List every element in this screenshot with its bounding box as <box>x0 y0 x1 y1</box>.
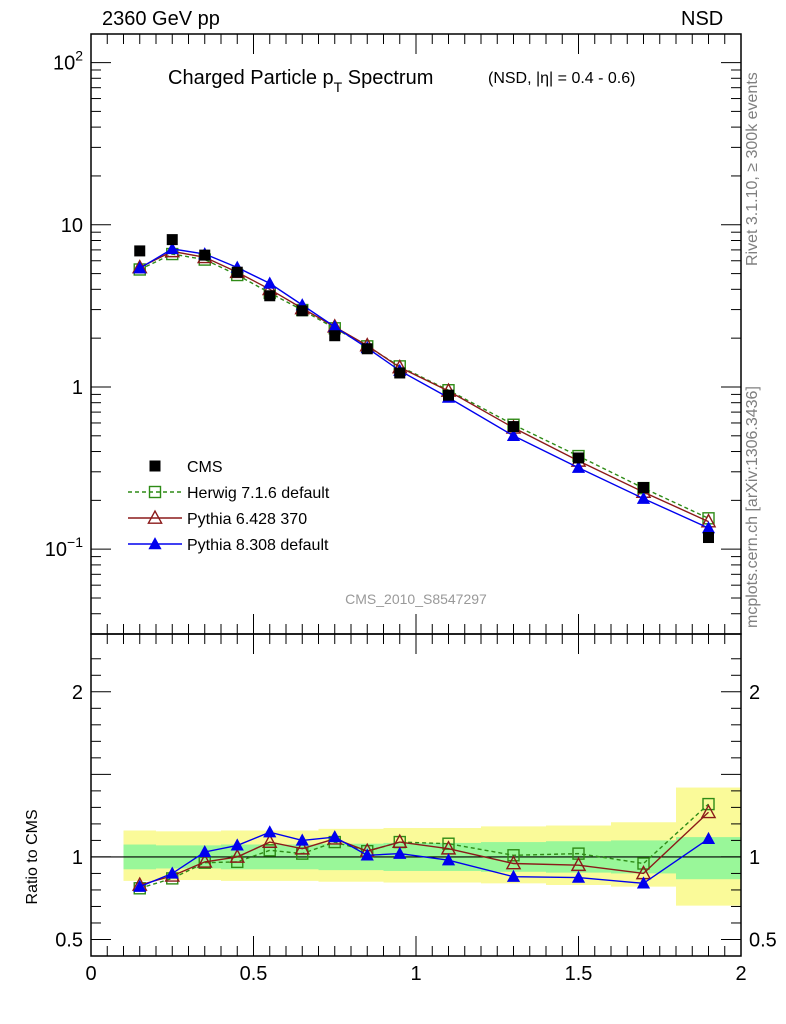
ratio-y-tick-label: 1 <box>72 847 83 869</box>
y-tick-label: 102 <box>53 48 83 75</box>
data-point <box>149 460 161 472</box>
data-point <box>573 452 584 464</box>
ratio-y-axis-label: Ratio to CMS <box>24 809 41 904</box>
legend-entry: Herwig 7.1.6 default <box>128 485 330 502</box>
legend-entry: Pythia 8.308 default <box>128 537 329 554</box>
data-point <box>231 266 243 278</box>
axis-ticks <box>90 34 742 956</box>
legend: CMS Herwig 7.1.6 default Pythia 6.428 370 P… <box>128 459 330 554</box>
data-point <box>198 845 212 858</box>
series-pythia8-ratio <box>133 825 716 892</box>
data-point <box>507 849 520 862</box>
data-point <box>295 833 309 846</box>
data-point <box>329 330 341 342</box>
data-point <box>443 389 454 401</box>
legend-entry: Pythia 6.428 370 <box>128 509 307 528</box>
data-point <box>134 245 146 257</box>
data-point <box>165 866 179 879</box>
process-label: NSD <box>681 8 724 30</box>
chart-title: Charged Particle pT Spectrum <box>168 67 433 95</box>
y-tick-label: 1 <box>72 377 83 399</box>
data-point <box>636 876 651 889</box>
data-point <box>133 261 147 274</box>
data-point <box>296 305 308 317</box>
series-data <box>134 234 714 544</box>
data-point <box>701 521 716 534</box>
legend-label: Pythia 8.308 default <box>187 537 329 554</box>
data-point <box>165 241 179 255</box>
data-point <box>571 870 586 883</box>
x-tick-label: 1 <box>410 963 421 985</box>
series-herwig <box>133 247 715 525</box>
data-point <box>703 532 714 544</box>
data-point <box>230 838 244 851</box>
ratio-y-tick-label-right: 0.5 <box>749 929 777 951</box>
legend-label: CMS <box>187 459 223 476</box>
data-point <box>505 855 522 870</box>
data-point <box>637 857 650 870</box>
data-point <box>147 509 163 524</box>
y-tick-label: 10 <box>61 215 83 237</box>
data-point <box>148 537 162 550</box>
analysis-id-label: CMS_2010_S8547297 <box>345 591 487 607</box>
x-tick-label: 0 <box>85 963 96 985</box>
data-point <box>506 428 521 442</box>
x-tick-label: 1.5 <box>565 963 593 985</box>
data-point <box>701 831 716 844</box>
y-tick-label: 10−1 <box>45 534 83 561</box>
data-point <box>166 234 178 246</box>
series-line <box>139 811 709 886</box>
data-point <box>636 491 651 504</box>
inner-band-segment <box>676 837 741 880</box>
ratio-plot-frame <box>90 633 742 957</box>
ratio-y-tick-label: 2 <box>72 682 83 704</box>
energy-label: 2360 GeV pp <box>102 8 220 30</box>
data-point <box>229 848 246 863</box>
data-point <box>441 853 456 866</box>
data-point <box>702 797 715 811</box>
data-point <box>148 485 162 499</box>
ratio-y-tick-label-right: 2 <box>749 682 760 704</box>
chart-title-note: (NSD, |η| = 0.4 - 0.6) <box>488 70 635 87</box>
ratio-y-tick-label: 0.5 <box>55 929 83 951</box>
data-point <box>506 869 521 882</box>
data-point <box>360 848 374 861</box>
ratio-y-tick-label-right: 1 <box>749 847 760 869</box>
x-tick-label: 2 <box>735 963 746 985</box>
data-point <box>700 803 717 819</box>
legend-entry: CMS <box>149 459 223 476</box>
data-point <box>263 844 276 857</box>
data-point <box>361 343 373 355</box>
data-point <box>264 290 276 302</box>
data-point <box>638 482 649 494</box>
legend-label: Herwig 7.1.6 default <box>187 485 330 502</box>
series-line <box>139 250 709 523</box>
series-line <box>139 253 709 519</box>
x-tick-label: 0.5 <box>240 963 268 985</box>
data-point <box>263 276 277 289</box>
data-point <box>328 830 342 843</box>
data-point <box>196 853 213 868</box>
data-point <box>571 460 586 473</box>
data-point <box>294 840 311 855</box>
legend-label: Pythia 6.428 370 <box>187 511 307 528</box>
data-point <box>198 856 211 869</box>
data-point <box>508 421 519 433</box>
data-point <box>328 319 342 332</box>
data-point <box>570 856 587 872</box>
data-point <box>393 846 407 859</box>
uncertainty-bands <box>123 787 741 906</box>
data-point <box>133 879 147 892</box>
data-point <box>263 825 277 838</box>
data-point <box>199 249 211 261</box>
data-point <box>394 367 406 379</box>
series-line <box>139 831 709 888</box>
data-point <box>261 833 278 848</box>
